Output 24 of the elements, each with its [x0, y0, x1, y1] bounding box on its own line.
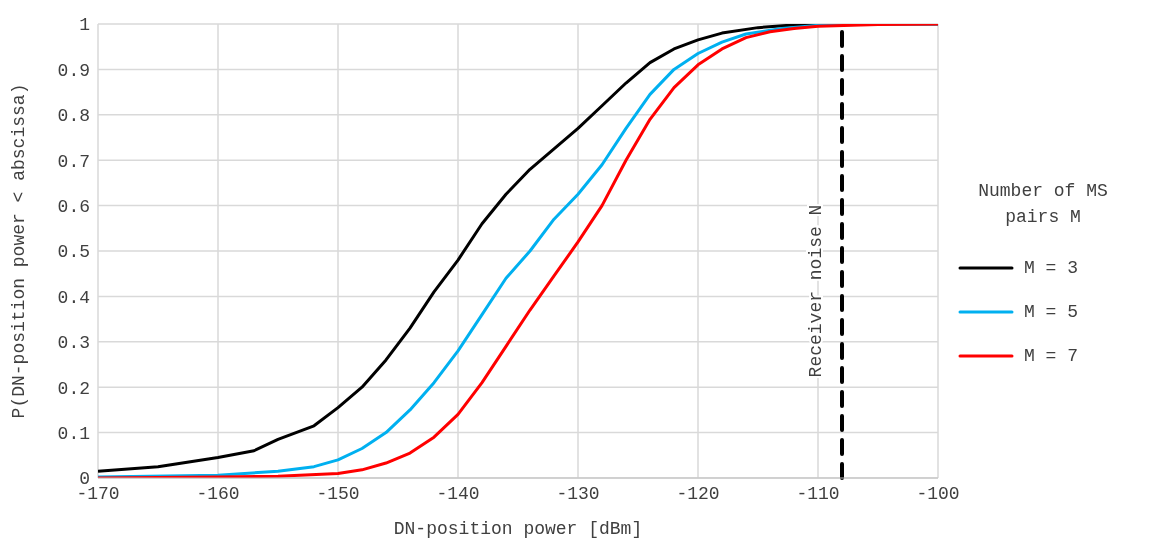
y-tick-label: 0.8 [57, 106, 90, 127]
y-tick-label: 0.3 [57, 333, 90, 354]
legend-label: M = 5 [1024, 302, 1079, 322]
x-tick-label: -110 [796, 483, 840, 504]
x-tick-label: -120 [676, 483, 720, 504]
y-tick-label: 0.4 [57, 287, 90, 308]
y-tick-label: 0.6 [57, 196, 90, 217]
x-tick-label: -160 [196, 483, 240, 504]
x-axis-title: DN-position power [dBm] [393, 519, 643, 539]
y-tick-label: 0.5 [57, 242, 90, 263]
y-tick-label: 0.2 [57, 378, 90, 399]
legend-title: Number of MS pairs M [978, 180, 1108, 229]
y-tick-label: 0.1 [57, 423, 90, 444]
x-tick-label: -140 [436, 483, 480, 504]
x-tick-label: -130 [556, 483, 600, 504]
legend-label: M = 3 [1024, 258, 1079, 278]
y-tick-label: 1 [79, 15, 90, 36]
x-tick-label: -100 [916, 483, 960, 504]
ref-line-label: Receiver noise N [806, 204, 826, 378]
y-tick-label: 0.7 [57, 151, 90, 172]
y-tick-label: 0.9 [57, 60, 90, 81]
legend-label: M = 7 [1024, 346, 1079, 366]
x-tick-label: -150 [316, 483, 360, 504]
y-axis-title: P(DN-position power < abscissa) [9, 83, 30, 419]
